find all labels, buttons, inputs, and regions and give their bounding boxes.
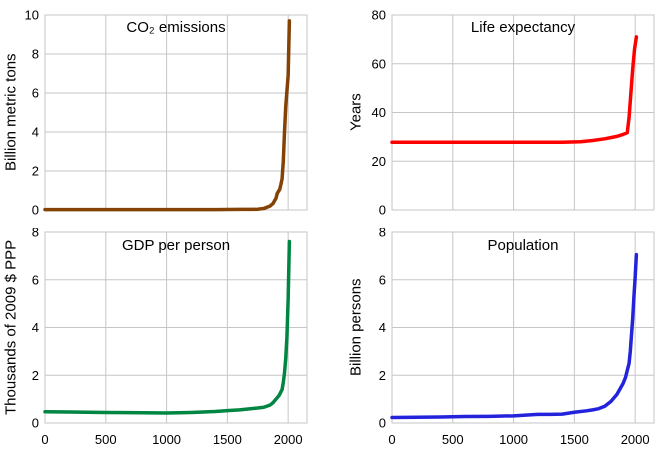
panel-population: 0 2 4 6 8 0 500 1000 1500 2000 Billion persons Po… xyxy=(330,228,660,465)
svg-text:2: 2 xyxy=(32,164,39,179)
svg-text:60: 60 xyxy=(372,56,386,71)
svg-text:2: 2 xyxy=(32,368,39,383)
panel-life-expectancy: 0 20 40 60 80 Years Life expectancy xyxy=(330,0,660,228)
svg-text:500: 500 xyxy=(442,432,464,447)
svg-text:500: 500 xyxy=(95,432,117,447)
svg-text:20: 20 xyxy=(372,154,386,169)
co2-y-axis-title: Billion metric tons xyxy=(2,53,20,172)
svg-text:1500: 1500 xyxy=(560,432,589,447)
gdp-per-person-plot: 0 2 4 6 8 0 500 1000 1500 2000 xyxy=(32,228,308,447)
svg-text:10: 10 xyxy=(25,8,39,23)
svg-text:0: 0 xyxy=(379,203,386,218)
svg-text:6: 6 xyxy=(32,272,39,287)
svg-text:4: 4 xyxy=(32,320,39,335)
svg-text:0: 0 xyxy=(32,416,39,431)
population-y-axis-title: Billion persons xyxy=(347,278,365,377)
population-chart-title: Population xyxy=(487,237,559,254)
co2-chart-title: CO₂ emissions xyxy=(126,19,226,36)
population-plot: 0 2 4 6 8 0 500 1000 1500 2000 xyxy=(379,228,655,447)
svg-text:40: 40 xyxy=(372,105,386,120)
life-expectancy-y-axis-title: Years xyxy=(347,93,365,132)
svg-text:1000: 1000 xyxy=(499,432,528,447)
svg-text:80: 80 xyxy=(372,8,386,23)
svg-text:8: 8 xyxy=(379,228,386,240)
svg-text:4: 4 xyxy=(379,320,386,335)
svg-text:8: 8 xyxy=(32,47,39,62)
svg-text:2: 2 xyxy=(379,368,386,383)
life-expectancy-plot: 0 20 40 60 80 xyxy=(372,8,655,218)
svg-text:6: 6 xyxy=(32,86,39,101)
svg-text:2000: 2000 xyxy=(621,432,650,447)
svg-text:0: 0 xyxy=(388,432,395,447)
svg-text:8: 8 xyxy=(32,228,39,240)
svg-text:0: 0 xyxy=(379,416,386,431)
svg-text:6: 6 xyxy=(379,272,386,287)
svg-text:1000: 1000 xyxy=(152,432,181,447)
life-expectancy-chart-title: Life expectancy xyxy=(470,19,576,36)
svg-text:1500: 1500 xyxy=(213,432,242,447)
svg-text:0: 0 xyxy=(41,432,48,447)
gdp-y-axis-title: Thousands of 2009 $ PPP xyxy=(2,239,20,416)
svg-text:0: 0 xyxy=(32,203,39,218)
gdp-chart-title: GDP per person xyxy=(121,237,231,254)
svg-text:2000: 2000 xyxy=(274,432,303,447)
co2-emissions-plot: 0 2 4 6 8 10 xyxy=(25,8,308,218)
svg-text:4: 4 xyxy=(32,125,39,140)
panel-gdp-per-person: 0 2 4 6 8 0 500 1000 1500 2000 Thousands of 2009 … xyxy=(0,228,330,465)
panel-co2-emissions: 0 2 4 6 8 10 Billion metric tons CO₂ emission… xyxy=(0,0,330,228)
